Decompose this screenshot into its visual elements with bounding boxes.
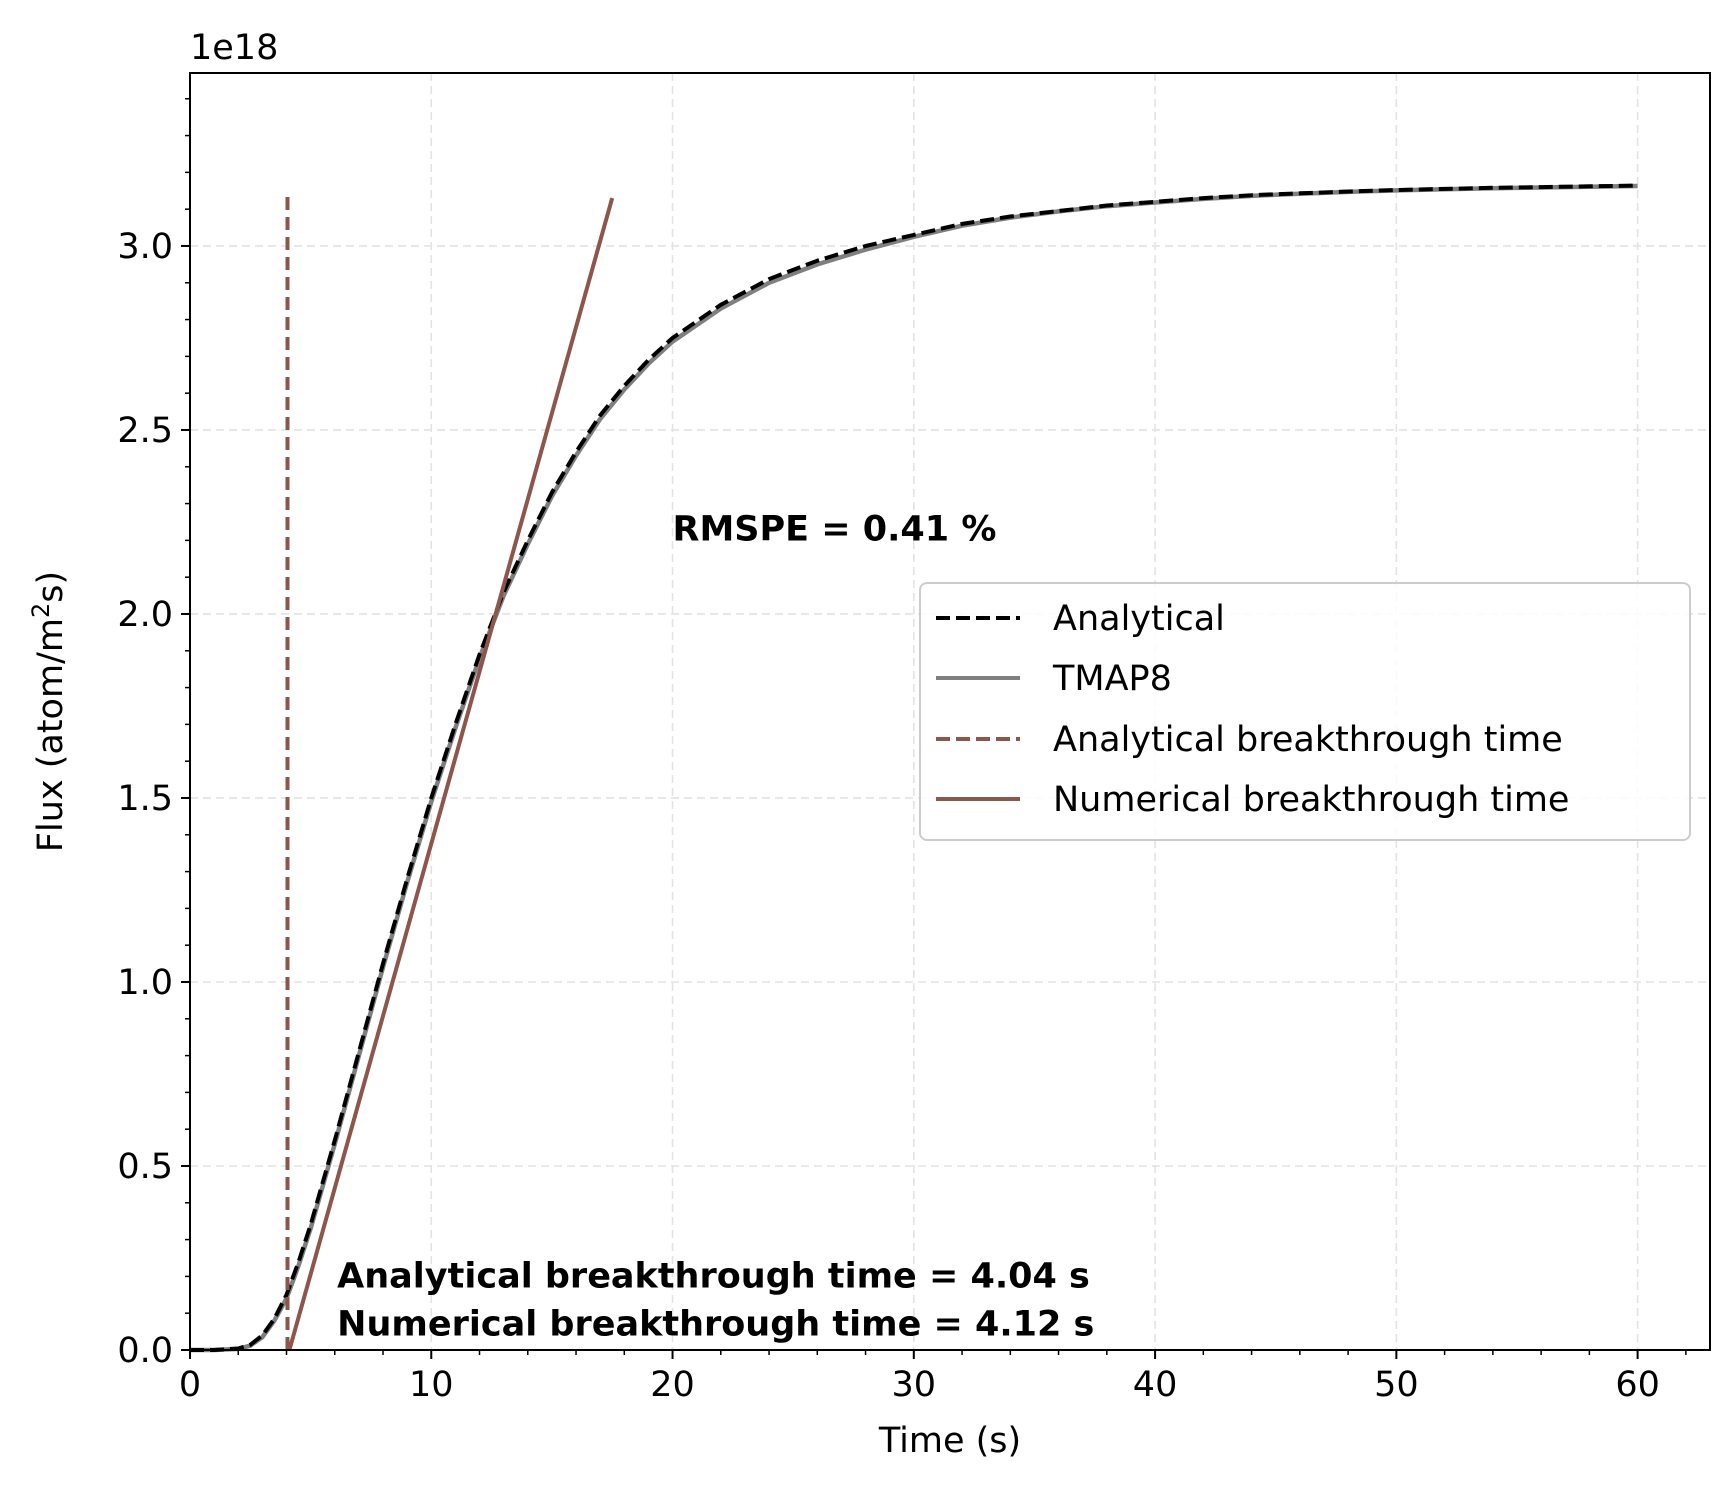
- y-offset-text: 1e18: [190, 28, 278, 68]
- x-tick-label: 20: [650, 1365, 695, 1405]
- annotation-rmspe: RMSPE = 0.41 %: [673, 509, 997, 549]
- legend-box: [919, 582, 1691, 841]
- y-tick-label: 0.5: [117, 1147, 173, 1187]
- y-axis-label-tail: s): [31, 571, 71, 603]
- y-tick-label: 2.5: [117, 411, 173, 451]
- legend: Analytical TMAP8 Analytical breakthrough…: [919, 582, 1691, 841]
- x-axis-ticks: 0 10 20 30 40 50 60: [179, 1350, 1687, 1405]
- annotation-analytical-breakthrough: Analytical breakthrough time = 4.04 s: [337, 1256, 1090, 1296]
- legend-entry-numerical-breakthrough: Numerical breakthrough time: [936, 780, 1569, 820]
- y-axis-label: Flux (atom/m2s): [27, 571, 71, 852]
- series-line-numerical-breakthrough-time: [287, 197, 615, 1351]
- y-tick-label: 1.0: [117, 963, 173, 1003]
- y-tick-label: 1.5: [117, 779, 173, 819]
- legend-entry-tmap8: TMAP8: [936, 659, 1172, 699]
- x-axis-label: Time (s): [878, 1421, 1021, 1461]
- series-line-analytical: [190, 183, 1638, 1352]
- annotation-numerical-breakthrough: Numerical breakthrough time = 4.12 s: [337, 1304, 1094, 1344]
- y-axis-label-sup: 2: [27, 603, 55, 618]
- y-axis-ticks: 0.0 0.5 1.0 1.5 2.0 2.5 3.0: [117, 98, 190, 1371]
- x-tick-label: 10: [409, 1365, 454, 1405]
- x-tick-label: 40: [1133, 1365, 1178, 1405]
- y-tick-label: 3.0: [117, 227, 173, 267]
- y-tick-label: 2.0: [117, 595, 173, 635]
- plot-series: [190, 183, 1638, 1353]
- annotations: RMSPE = 0.41 % Analytical breakthrough t…: [337, 509, 1094, 1344]
- legend-label-numerical-breakthrough: Numerical breakthrough time: [1053, 780, 1569, 820]
- y-axis-label-base: Flux (atom/m: [31, 618, 71, 852]
- y-tick-label: 0.0: [117, 1331, 173, 1371]
- legend-entry-analytical: Analytical: [936, 599, 1225, 639]
- legend-entry-analytical-breakthrough: Analytical breakthrough time: [936, 720, 1563, 760]
- legend-label-analytical: Analytical: [1053, 599, 1225, 639]
- x-tick-label: 0: [179, 1365, 201, 1405]
- x-tick-label: 30: [892, 1365, 937, 1405]
- x-tick-label: 60: [1615, 1365, 1660, 1405]
- legend-label-tmap8: TMAP8: [1052, 659, 1172, 699]
- axes-frame: [189, 72, 1711, 1351]
- legend-label-analytical-breakthrough: Analytical breakthrough time: [1053, 720, 1563, 760]
- x-tick-label: 50: [1374, 1365, 1419, 1405]
